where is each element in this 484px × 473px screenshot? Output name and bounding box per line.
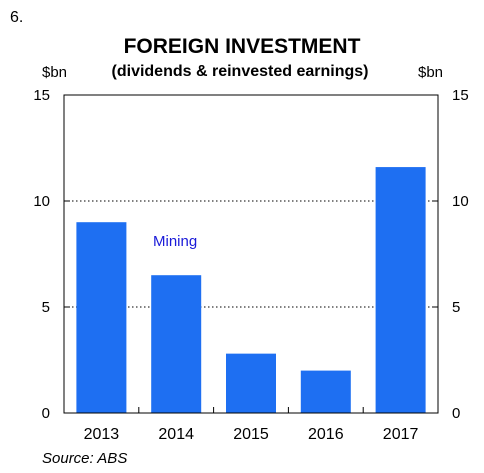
x-ticks: 2013 2014 2015 2016 2017 — [84, 407, 419, 443]
y-tick-label-left: 0 — [42, 405, 50, 422]
plot-frame — [63, 94, 439, 414]
y-tick-label-right: 10 — [452, 193, 469, 210]
y-tick-label-right: 15 — [452, 87, 469, 104]
bar-2016 — [300, 370, 351, 413]
y-tick-label-right: 0 — [452, 405, 460, 422]
bar-2013 — [76, 222, 127, 413]
chart-subtitle: (dividends & reinvested earnings) — [112, 63, 369, 80]
y-ticks-left: 0 5 10 15 — [33, 87, 70, 422]
x-tick-label-2014: 2014 — [158, 426, 194, 443]
annotation-mining: Mining — [153, 233, 197, 250]
x-tick-label-2015: 2015 — [233, 426, 269, 443]
bar-2017 — [375, 167, 426, 413]
y-tick-label-left: 5 — [42, 299, 50, 316]
chart-title: FOREIGN INVESTMENT — [124, 35, 361, 58]
y-ticks-right: 0 5 10 15 — [432, 87, 469, 422]
bars — [76, 167, 426, 413]
source-note: Source: ABS — [42, 450, 127, 467]
x-tick-label-2017: 2017 — [383, 426, 419, 443]
figure-number: 6. — [10, 9, 23, 26]
x-tick-label-2016: 2016 — [308, 426, 344, 443]
y-tick-label-left: 15 — [33, 87, 50, 104]
y-axis-unit-right: $bn — [418, 64, 443, 81]
bar-2014 — [151, 275, 202, 413]
x-tick-label-2013: 2013 — [84, 426, 120, 443]
bar-2015 — [226, 353, 276, 413]
y-axis-unit-left: $bn — [42, 64, 67, 81]
y-tick-label-left: 10 — [33, 193, 50, 210]
y-tick-label-right: 5 — [452, 299, 460, 316]
